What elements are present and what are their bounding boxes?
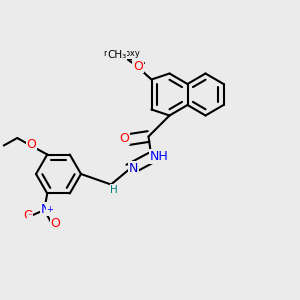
Text: ⁻: ⁻: [28, 212, 33, 223]
Text: N: N: [40, 202, 50, 216]
Text: NH: NH: [150, 150, 168, 163]
Text: O: O: [23, 209, 33, 223]
Text: O: O: [133, 59, 143, 73]
Text: O: O: [50, 217, 60, 230]
Text: O: O: [120, 131, 129, 145]
Text: O: O: [133, 59, 143, 73]
Text: +: +: [46, 205, 53, 214]
Text: H: H: [110, 185, 118, 195]
Text: methoxy: methoxy: [103, 50, 140, 58]
Text: CH₃: CH₃: [107, 50, 127, 60]
Text: N: N: [129, 162, 138, 175]
Text: O: O: [27, 137, 37, 151]
